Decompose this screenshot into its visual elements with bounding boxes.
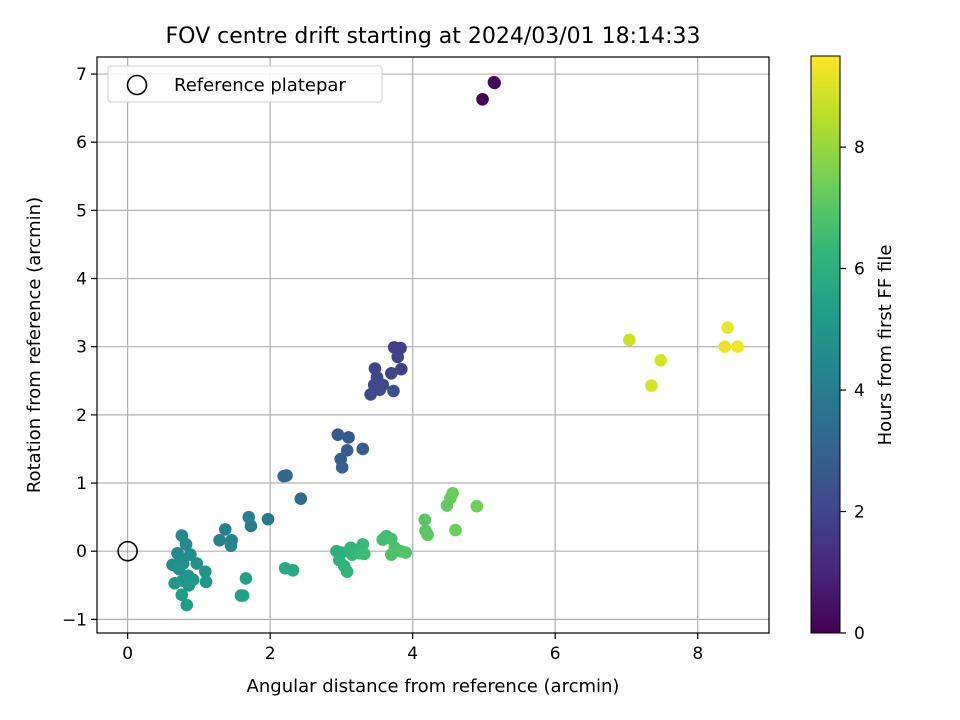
x-axis: 0 2 4 6 8: [122, 633, 703, 664]
data-point: [294, 492, 308, 506]
data-point: [654, 354, 667, 367]
data-point: [172, 562, 186, 576]
data-point: [335, 461, 349, 474]
legend: Reference platepar: [107, 65, 383, 103]
y-tick-label: 1: [76, 474, 87, 494]
data-point: [356, 538, 370, 551]
data-point: [236, 589, 250, 602]
data-point: [449, 523, 462, 537]
data-point: [391, 350, 405, 364]
data-point: [239, 572, 253, 585]
x-tick-label: 2: [265, 644, 276, 664]
data-point: [476, 92, 489, 106]
data-point: [721, 321, 734, 334]
data-point: [244, 519, 258, 533]
y-tick-label: 7: [76, 65, 87, 85]
data-point: [179, 538, 193, 551]
data-point: [213, 533, 226, 547]
grid-lines: [97, 57, 769, 633]
data-point: [175, 588, 189, 602]
data-point: [623, 333, 636, 347]
y-tick-label: −1: [62, 610, 87, 630]
colorbar-tick-label: 0: [854, 624, 865, 644]
data-point: [190, 557, 204, 570]
x-tick-label: 6: [550, 644, 561, 664]
data-point: [342, 431, 355, 444]
colorbar-tick-label: 8: [854, 138, 865, 158]
y-axis: −1 0 1 2 3 4 5 6 7: [62, 65, 97, 630]
x-tick-label: 0: [122, 644, 133, 664]
data-point: [718, 340, 732, 354]
data-point: [199, 565, 212, 578]
chart-title: FOV centre drift starting at 2024/03/01 …: [166, 24, 701, 49]
data-point: [340, 444, 354, 457]
colorbar-label: Hours from first FF file: [875, 245, 896, 446]
colorbar-gradient: [810, 55, 841, 634]
colorbar-tick-label: 4: [854, 381, 865, 401]
data-point: [168, 576, 181, 590]
data-point: [224, 539, 238, 553]
data-point: [357, 547, 371, 561]
data-point: [184, 548, 197, 561]
x-tick-label: 4: [407, 644, 418, 664]
data-point: [399, 546, 412, 559]
data-point: [340, 565, 354, 578]
data-point: [356, 442, 370, 456]
y-tick-label: 6: [76, 133, 87, 153]
data-point: [331, 428, 345, 441]
y-tick-label: 4: [76, 270, 87, 290]
legend-marker-open-circle: [126, 74, 148, 96]
data-point: [470, 499, 484, 513]
y-tick-label: 3: [76, 338, 87, 358]
data-point: [218, 523, 232, 536]
y-axis-label: Rotation from reference (arcmin): [24, 197, 45, 493]
colorbar-tick-label: 2: [854, 503, 865, 523]
reference-platepar-marker: [117, 540, 138, 562]
data-point: [182, 578, 196, 592]
y-tick-label: 0: [76, 542, 87, 562]
colorbar-tick-label: 6: [854, 260, 865, 280]
data-point: [280, 469, 293, 482]
colorbar-ticks: 0 2 4 6 8: [840, 138, 865, 644]
data-point: [731, 340, 744, 354]
data-point: [418, 513, 432, 527]
data-point: [364, 388, 377, 401]
data-point: [645, 379, 658, 392]
colorbar: 0 2 4 6 8 Hours from first FF file: [810, 55, 896, 644]
data-points: [166, 75, 744, 612]
y-tick-label: 5: [76, 201, 87, 221]
data-point: [385, 366, 398, 380]
x-axis-label: Angular distance from reference (arcmin): [247, 676, 620, 697]
data-point: [373, 383, 387, 396]
data-point: [286, 563, 300, 577]
data-point: [421, 528, 434, 542]
data-point: [199, 575, 213, 589]
plot-frame: [96, 56, 770, 634]
data-point: [180, 598, 194, 612]
data-point: [387, 384, 400, 398]
data-point: [446, 486, 459, 500]
y-tick-label: 2: [76, 406, 87, 426]
legend-box: [107, 65, 383, 103]
x-tick-label: 8: [692, 644, 703, 664]
data-point: [488, 76, 501, 90]
data-point: [261, 512, 275, 526]
legend-label: Reference platepar: [174, 75, 346, 96]
data-point: [394, 362, 408, 376]
